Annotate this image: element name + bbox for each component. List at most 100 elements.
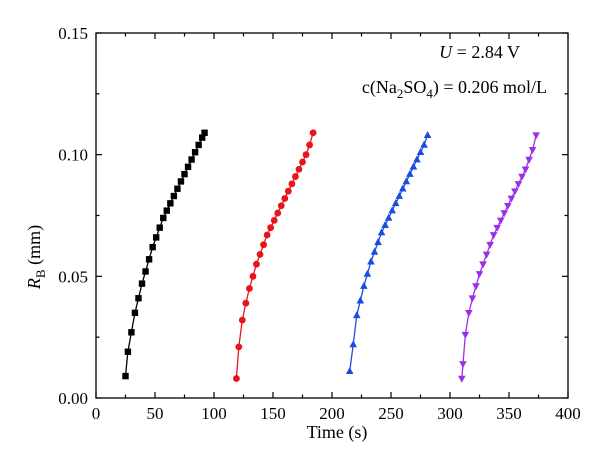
- data-point: [145, 256, 153, 263]
- data-point: [409, 162, 418, 170]
- data-point: [345, 367, 354, 375]
- data-point: [381, 221, 389, 229]
- data-point: [374, 238, 382, 246]
- series-1: [122, 129, 208, 380]
- data-point: [461, 331, 470, 339]
- data-point: [496, 217, 505, 225]
- data-point: [163, 207, 170, 214]
- data-point: [423, 131, 432, 138]
- series-2: [233, 129, 317, 382]
- data-point: [402, 177, 411, 185]
- series-line: [349, 134, 429, 372]
- data-point: [504, 202, 512, 210]
- x-tick-label: 100: [201, 404, 227, 423]
- series-4: [458, 132, 540, 383]
- data-point: [277, 202, 285, 210]
- data-point: [135, 295, 142, 302]
- data-point: [384, 213, 393, 221]
- data-point: [306, 141, 313, 149]
- data-point: [267, 224, 275, 232]
- data-point: [188, 156, 195, 163]
- data-point: [233, 375, 240, 382]
- data-point: [367, 257, 375, 265]
- x-tick-label: 50: [147, 404, 164, 423]
- data-point: [260, 241, 267, 249]
- data-point: [249, 272, 257, 280]
- data-point: [525, 156, 533, 164]
- series-3: [345, 131, 432, 375]
- data-point: [528, 147, 537, 154]
- data-point: [363, 269, 372, 277]
- series-line: [124, 132, 206, 377]
- data-point: [475, 271, 484, 279]
- data-point: [360, 281, 368, 289]
- y-axis: 0.00 0.05 0.10 0.15: [58, 24, 568, 408]
- data-point: [388, 206, 396, 214]
- series-layer: [122, 129, 540, 383]
- data-point: [507, 195, 516, 203]
- data-point: [174, 185, 181, 192]
- x-tick-label: 0: [92, 404, 101, 423]
- data-point: [514, 181, 523, 189]
- x-axis-label: Time (s): [307, 422, 368, 443]
- data-point: [500, 210, 509, 218]
- data-point: [349, 340, 358, 348]
- annotation-voltage: U = 2.84 V: [439, 42, 520, 62]
- data-point: [489, 232, 498, 240]
- data-point: [152, 234, 160, 241]
- data-point: [413, 155, 421, 163]
- data-point: [199, 134, 206, 141]
- data-point: [459, 361, 467, 369]
- data-point: [292, 173, 299, 180]
- data-point: [309, 129, 317, 137]
- data-point: [416, 148, 425, 156]
- x-tick-label: 350: [496, 404, 522, 423]
- data-point: [288, 180, 296, 188]
- x-tick-label: 400: [555, 404, 581, 423]
- data-point: [399, 184, 407, 192]
- data-point: [377, 228, 386, 236]
- y-tick-label: 0.00: [58, 389, 88, 408]
- data-point: [131, 309, 139, 317]
- x-tick-label: 250: [378, 404, 404, 423]
- x-tick-label: 200: [319, 404, 345, 423]
- data-point: [191, 149, 199, 156]
- data-point: [532, 132, 540, 140]
- data-point: [124, 348, 132, 355]
- data-point: [238, 316, 246, 324]
- data-point: [465, 310, 473, 318]
- data-point: [167, 200, 174, 207]
- data-point: [486, 241, 494, 249]
- data-point: [482, 251, 491, 259]
- data-point: [253, 260, 260, 268]
- data-point: [472, 283, 480, 291]
- y-tick-label: 0.15: [58, 24, 88, 43]
- annotation-concentration: c(Na2SO4) = 0.206 mol/L: [362, 77, 547, 101]
- data-point: [195, 141, 202, 149]
- data-point: [160, 214, 167, 222]
- data-point: [420, 140, 428, 148]
- data-point: [458, 375, 466, 383]
- data-point: [242, 299, 250, 307]
- data-point: [246, 285, 253, 292]
- data-point: [295, 165, 303, 173]
- data-point: [256, 251, 264, 258]
- y-tick-label: 0.05: [58, 267, 88, 286]
- data-point: [356, 296, 365, 304]
- x-tick-label: 300: [437, 404, 463, 423]
- data-point: [138, 280, 146, 287]
- data-point: [201, 129, 208, 136]
- data-point: [235, 343, 243, 351]
- data-point: [479, 261, 487, 269]
- data-point: [170, 192, 178, 200]
- y-tick-label: 0.10: [58, 146, 88, 165]
- data-point: [302, 151, 310, 159]
- data-point: [181, 170, 188, 178]
- data-point: [511, 188, 519, 196]
- data-point: [391, 199, 400, 207]
- data-point: [149, 243, 156, 251]
- data-point: [468, 295, 477, 303]
- data-point: [493, 224, 501, 232]
- data-point: [263, 231, 271, 239]
